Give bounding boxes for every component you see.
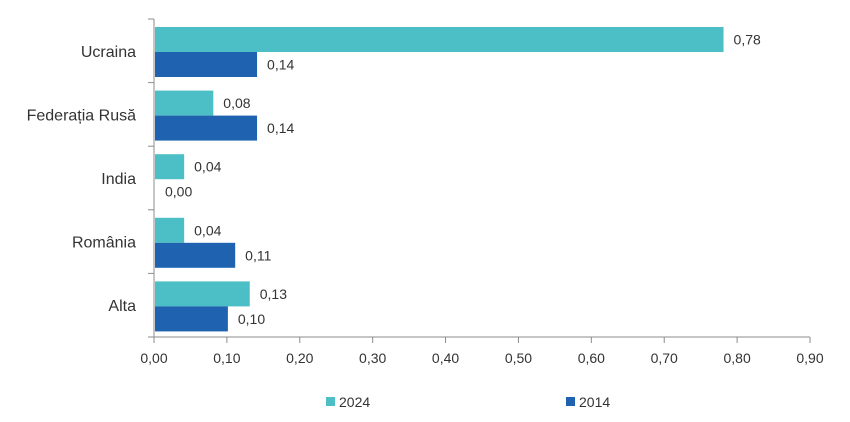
data-label-2024-1: 0,08	[223, 95, 250, 111]
x-tick-label-1: 0,10	[213, 350, 240, 366]
axes-group: Ucraina Federația Rusă India România Alta 0,0…	[27, 18, 824, 366]
data-label-2024-0: 0,78	[734, 32, 761, 48]
legend-swatch-2014	[566, 397, 575, 406]
data-label-2014-0: 0,14	[267, 57, 294, 73]
x-tick-label-9: 0,90	[796, 350, 823, 366]
data-label-2014-4: 0,10	[238, 311, 265, 327]
category-label-3: România	[72, 235, 136, 252]
bar-2024-4	[155, 281, 250, 307]
bar-2014-1	[155, 115, 258, 141]
category-label-0: Ucraina	[81, 44, 136, 61]
bar-2024-2	[155, 154, 185, 180]
legend: 2024 2014	[326, 394, 610, 410]
bar-2024-3	[155, 217, 185, 243]
legend-label-2024: 2024	[339, 394, 370, 410]
data-label-2024-2: 0,04	[194, 159, 221, 175]
x-tick-label-3: 0,30	[359, 350, 386, 366]
x-tick-label-0: 0,00	[140, 350, 167, 366]
x-tick-label-7: 0,70	[651, 350, 678, 366]
data-label-2014-1: 0,14	[267, 120, 294, 136]
bar-2024-0	[155, 27, 724, 52]
legend-swatch-2024	[326, 397, 335, 406]
x-tick-label-8: 0,80	[723, 350, 750, 366]
x-tick-label-4: 0,40	[432, 350, 459, 366]
x-tick-label-5: 0,50	[505, 350, 532, 366]
data-label-2014-3: 0,11	[245, 247, 271, 263]
category-label-2: India	[101, 171, 136, 188]
data-label-2014-2: 0,00	[165, 184, 192, 200]
category-label-1: Federația Rusă	[27, 107, 136, 124]
legend-label-2014: 2014	[579, 394, 610, 410]
bar-2014-4	[155, 306, 228, 332]
data-label-2024-4: 0,13	[260, 286, 287, 302]
bars-group: 0,780,140,080,140,040,000,040,110,130,10	[155, 27, 761, 332]
bar-2014-3	[155, 242, 236, 268]
bar-2024-1	[155, 90, 214, 116]
x-tick-label-2: 0,20	[286, 350, 313, 366]
data-label-2024-3: 0,04	[194, 222, 221, 238]
bar-2014-0	[155, 52, 258, 77]
x-tick-label-6: 0,60	[578, 350, 605, 366]
category-label-4: Alta	[108, 298, 136, 315]
